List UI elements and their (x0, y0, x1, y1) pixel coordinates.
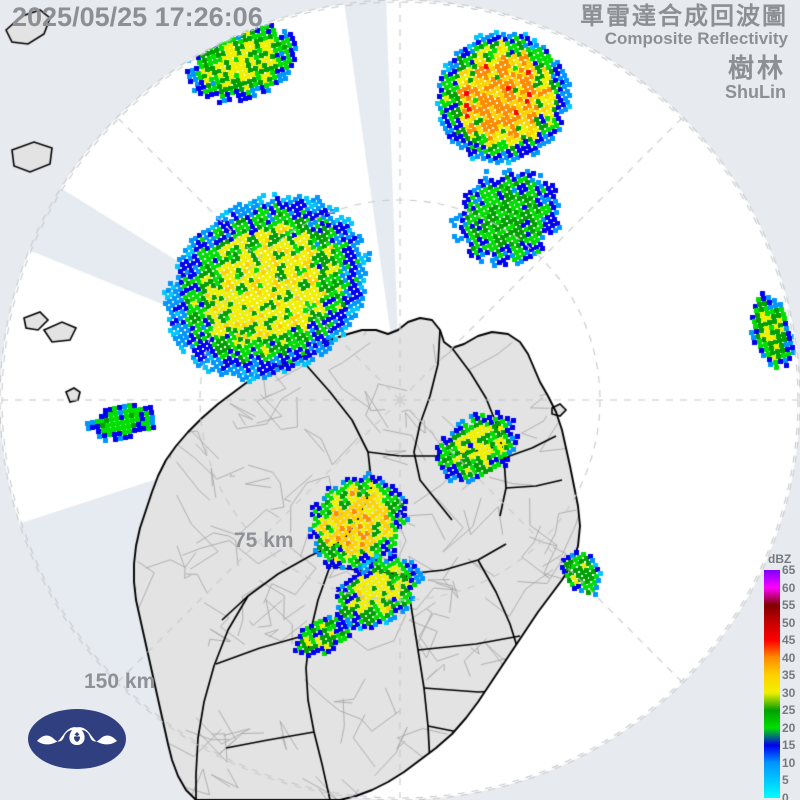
legend-tick-55: 55 (782, 598, 796, 613)
legend-tick-20: 20 (782, 720, 796, 735)
legend-tick-10: 10 (782, 755, 796, 770)
product-title: 單雷達合成回波圖 Composite Reflectivity (580, 4, 788, 48)
legend-tick-30: 30 (782, 685, 796, 700)
observation-timestamp: 2025/05/25 17:26:06 (12, 2, 263, 32)
legend-tick-60: 60 (782, 580, 796, 595)
legend-tick-0: 0 (782, 791, 789, 800)
product-title-zh: 單雷達合成回波圖 (580, 3, 788, 30)
legend-tick-65: 65 (782, 563, 796, 577)
legend-tick-labels: 0 5 10 15 20 25 30 35 40 45 50 55 60 65 (782, 564, 800, 800)
station-name-en: ShuLin (725, 82, 786, 103)
legend-tick-50: 50 (782, 615, 796, 630)
station-name: 樹林 ShuLin (725, 53, 786, 103)
legend-tick-25: 25 (782, 703, 796, 718)
legend-color-bar (764, 570, 780, 798)
legend-tick-35: 35 (782, 668, 796, 683)
product-title-en: Composite Reflectivity (604, 29, 788, 49)
legend-tick-5: 5 (782, 773, 789, 788)
cwa-logo (28, 709, 126, 769)
legend-tick-45: 45 (782, 633, 796, 648)
legend-tick-40: 40 (782, 650, 796, 665)
range-ring-label-75km: 75 km (234, 529, 294, 552)
legend-tick-15: 15 (782, 738, 796, 753)
station-name-zh: 樹林 (727, 53, 786, 83)
reflectivity-legend: dBZ 0 5 10 15 20 25 30 35 40 45 50 55 60 65 (760, 552, 800, 800)
legend-unit-label: dBZ (768, 552, 792, 566)
range-ring-label-150km: 150 km (84, 670, 156, 693)
